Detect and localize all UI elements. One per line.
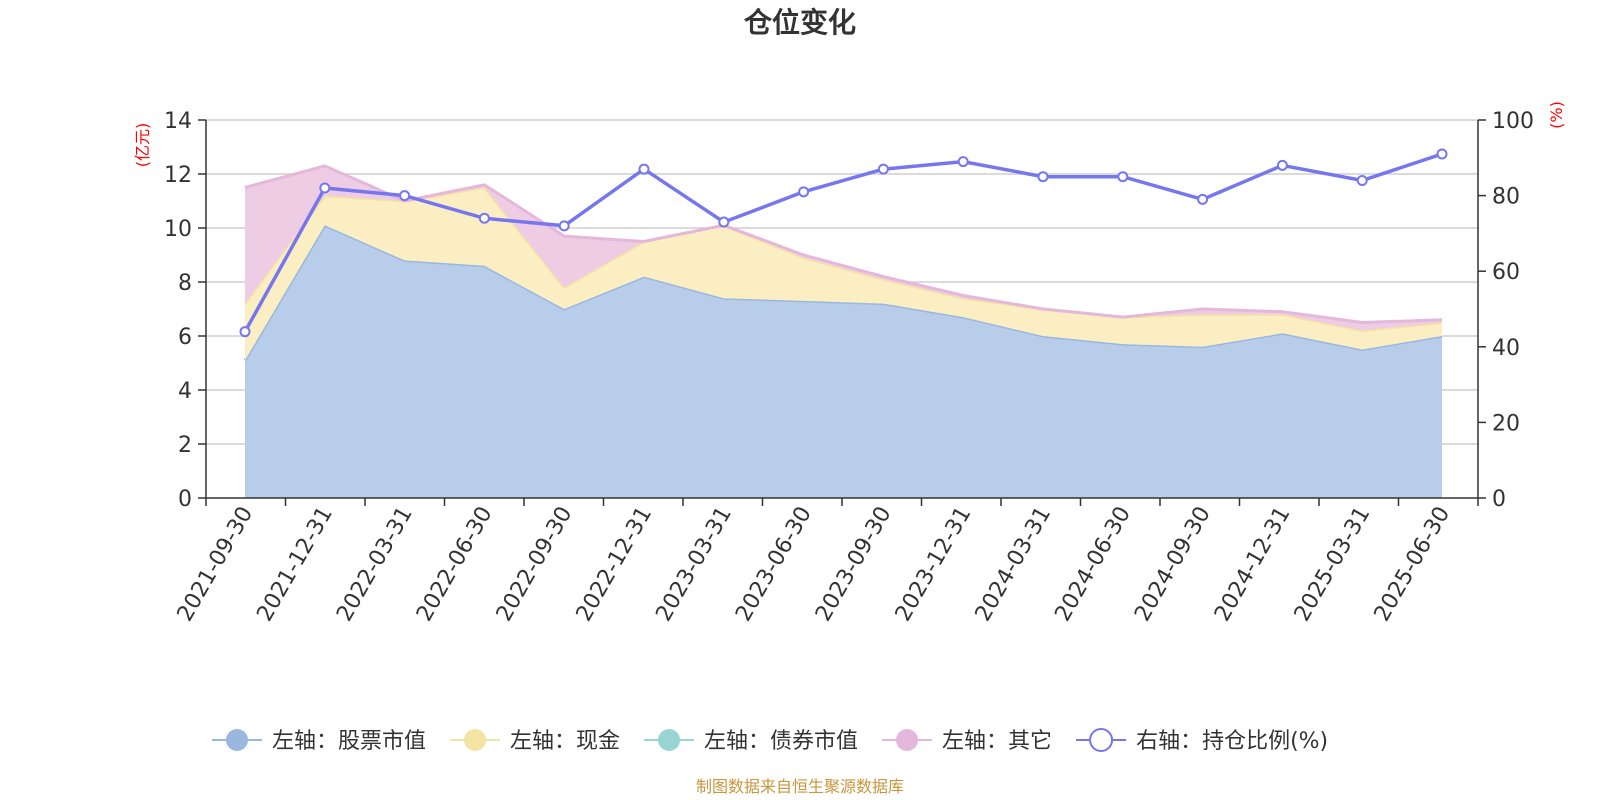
- ratio-point: [1436, 148, 1448, 160]
- chart-title: 仓位变化: [744, 6, 856, 39]
- ratio-point: [239, 326, 251, 338]
- right-tick-label: 40: [1492, 336, 1520, 361]
- legend-label: 左轴：现金: [510, 729, 620, 754]
- legend-label: 右轴：持仓比例(%): [1136, 729, 1328, 754]
- ratio-point: [558, 220, 570, 232]
- ratio-point: [1197, 193, 1209, 205]
- x-tick-label: 2022-06-30: [412, 503, 498, 626]
- x-tick-label: 2023-03-31: [651, 503, 737, 626]
- ratio-point: [877, 163, 889, 175]
- ratio-point: [478, 212, 490, 224]
- legend-label: 左轴：债券市值: [704, 729, 858, 754]
- left-tick-label: 0: [178, 487, 192, 512]
- x-tick-label: 2023-06-30: [731, 503, 817, 626]
- right-tick-label: 60: [1492, 260, 1520, 285]
- legend-marker: [658, 729, 681, 751]
- legend-marker: [464, 729, 487, 751]
- x-tick-label: 2021-09-30: [173, 503, 259, 626]
- legend-label: 左轴：其它: [942, 729, 1052, 754]
- ratio-line-series: [239, 148, 1448, 338]
- ratio-point: [1356, 174, 1368, 186]
- right-tick-label: 20: [1492, 411, 1520, 436]
- legend: 左轴：股票市值 左轴：现金 左轴：债券市值 左轴：其它 右轴：持仓比例(%): [212, 728, 1328, 754]
- legend-label: 左轴：股票市值: [272, 729, 426, 754]
- x-tick-label: 2024-03-31: [971, 503, 1057, 626]
- x-tick-label: 2024-12-31: [1210, 503, 1296, 626]
- x-tick-label: 2021-12-31: [252, 503, 338, 626]
- left-tick-label: 4: [178, 379, 192, 404]
- left-tick-label: 6: [178, 325, 192, 350]
- ratio-point: [957, 156, 969, 168]
- ratio-point: [1276, 159, 1288, 171]
- legend-marker: [226, 729, 248, 751]
- legend-marker: [1089, 728, 1114, 752]
- right-tick-label: 80: [1492, 185, 1520, 210]
- left-tick-label: 2: [178, 433, 192, 458]
- legend-item: 左轴：债券市值: [644, 729, 858, 754]
- ratio-point: [1037, 171, 1049, 183]
- ratio-point: [638, 163, 650, 175]
- x-tick-label: 2024-09-30: [1130, 503, 1216, 626]
- ratio-point: [718, 216, 730, 228]
- ratio-line: [243, 152, 1443, 333]
- legend-item: 右轴：持仓比例(%): [1076, 728, 1328, 754]
- left-tick-label: 12: [164, 163, 192, 188]
- left-tick-label: 8: [178, 271, 192, 296]
- stacked-areas: [243, 164, 1443, 499]
- x-tick-label: 2022-09-30: [492, 503, 578, 626]
- left-tick-label: 14: [164, 109, 192, 134]
- right-axis-unit: (%): [1547, 101, 1566, 129]
- x-tick-label: 2023-12-31: [891, 503, 977, 626]
- x-tick-label: 2023-09-30: [811, 503, 897, 626]
- legend-item: 左轴：股票市值: [212, 729, 426, 754]
- x-tick-label: 2025-06-30: [1370, 503, 1456, 626]
- data-source-note: 制图数据来自恒生聚源数据库: [696, 777, 904, 796]
- right-tick-label: 100: [1492, 109, 1534, 134]
- x-tick-label: 2022-03-31: [332, 503, 418, 626]
- x-tick-label: 2024-06-30: [1050, 503, 1136, 626]
- x-tick-label: 2025-03-31: [1290, 503, 1376, 626]
- ratio-point: [1117, 171, 1129, 183]
- right-tick-label: 0: [1492, 487, 1506, 512]
- legend-marker: [896, 729, 919, 751]
- ratio-point: [798, 186, 810, 198]
- left-axis-unit: (亿元): [133, 123, 152, 168]
- left-tick-label: 10: [164, 217, 192, 242]
- legend-item: 左轴：现金: [450, 729, 620, 754]
- ratio-point: [399, 190, 411, 202]
- ratio-point: [319, 182, 331, 194]
- area-0: [245, 225, 1442, 499]
- x-tick-label: 2022-12-31: [572, 503, 658, 626]
- area-line-3: [244, 164, 1443, 325]
- legend-item: 左轴：其它: [882, 729, 1052, 754]
